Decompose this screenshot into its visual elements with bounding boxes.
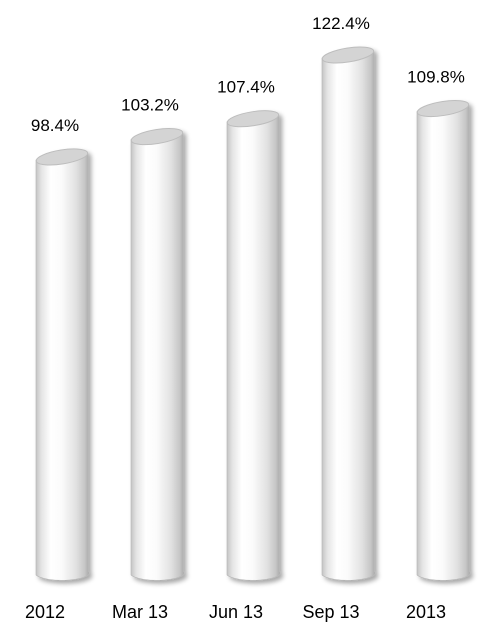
x-tick-label: Sep 13 <box>302 602 359 622</box>
bar-body <box>321 51 376 581</box>
data-label: 98.4% <box>31 116 79 135</box>
bar-body <box>416 105 471 581</box>
bar-top <box>416 100 470 118</box>
bar-body <box>226 115 281 581</box>
x-tick-label: Mar 13 <box>112 602 168 622</box>
bar-top <box>321 46 375 64</box>
data-label: 103.2% <box>121 96 179 115</box>
x-tick-label: Jun 13 <box>209 602 263 622</box>
data-label: 109.8% <box>407 68 465 87</box>
bar-top <box>226 110 280 128</box>
x-tick-label: 2013 <box>406 602 446 622</box>
bar-4 <box>321 46 376 581</box>
bar-5 <box>416 100 471 581</box>
bar-1 <box>35 148 90 581</box>
x-tick-label: 2012 <box>25 602 65 622</box>
x-tick-labels-group: 2012 Mar 13 Jun 13 Sep 13 2013 <box>25 602 446 622</box>
bar-2 <box>130 128 185 581</box>
bar-top <box>130 128 184 146</box>
bar-top <box>35 148 89 166</box>
data-labels-group: 98.4% 103.2% 107.4% 122.4% 109.8% <box>31 14 465 135</box>
bar-3 <box>226 110 281 581</box>
bar-body <box>35 153 90 581</box>
bar-body <box>130 133 185 581</box>
data-label: 107.4% <box>217 78 275 97</box>
data-label: 122.4% <box>312 14 370 33</box>
bars-group <box>35 46 471 581</box>
